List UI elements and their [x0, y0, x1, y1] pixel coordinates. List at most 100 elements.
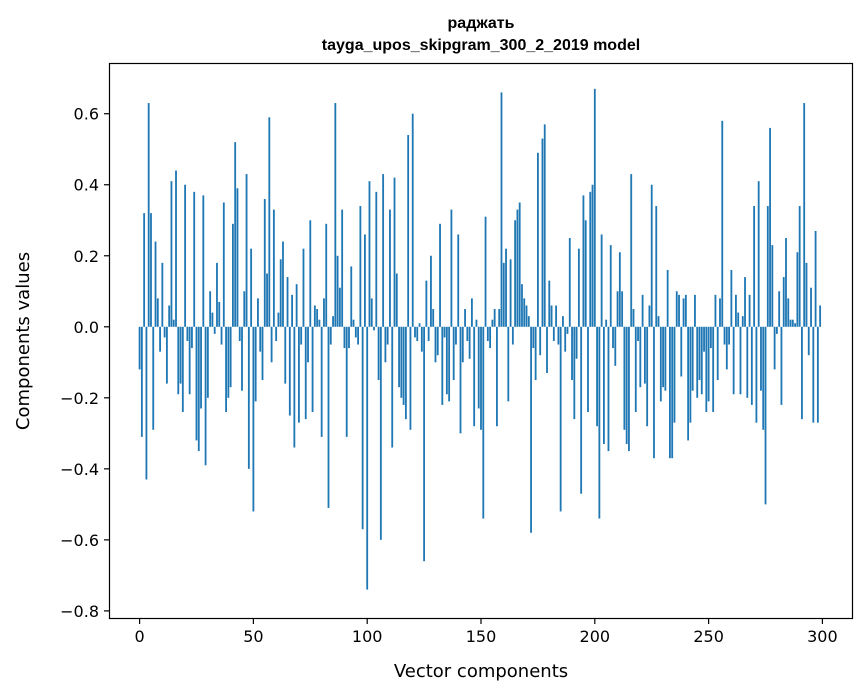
bar-191 [573, 326, 576, 420]
bar-255 [719, 298, 721, 327]
bar-266 [744, 277, 746, 327]
bar-128 [430, 255, 432, 327]
bar-26 [197, 326, 200, 452]
bar-204 [603, 326, 605, 444]
bar-25 [195, 326, 198, 441]
bar-268 [748, 294, 751, 327]
x-axis-ticks: 0 50 100 150 200 250 300 [134, 618, 838, 646]
bar-series [138, 88, 822, 590]
bar-62 [279, 259, 282, 327]
bar-115 [400, 326, 403, 398]
bar-259 [728, 326, 730, 345]
bar-176 [539, 326, 542, 356]
bar-278 [771, 245, 774, 327]
bar-181 [550, 305, 553, 327]
bar-185 [559, 326, 562, 512]
bar-8 [156, 298, 159, 327]
bar-78 [316, 309, 319, 327]
bar-15 [172, 319, 175, 327]
bar-132 [439, 223, 441, 327]
bar-208 [612, 326, 614, 349]
bar-102 [370, 298, 373, 327]
bar-170 [525, 305, 528, 327]
bar-113 [395, 273, 398, 327]
bar-84 [329, 326, 332, 345]
bar-109 [386, 326, 389, 345]
bar-262 [735, 294, 737, 327]
bar-244 [694, 294, 696, 327]
bar-120 [411, 113, 414, 327]
bar-240 [684, 294, 687, 327]
bar-99 [364, 234, 366, 327]
bar-18 [179, 326, 182, 384]
bar-56 [266, 273, 268, 327]
bar-117 [404, 326, 407, 420]
bar-215 [628, 326, 630, 452]
bar-140 [457, 234, 460, 327]
bar-234 [671, 326, 674, 459]
bar-4 [147, 103, 150, 327]
bar-126 [425, 280, 428, 327]
bar-292 [803, 103, 806, 327]
bar-270 [753, 206, 756, 327]
bar-200 [593, 88, 596, 327]
bar-173 [532, 326, 535, 349]
bar-36 [220, 326, 223, 345]
bar-124 [420, 326, 423, 352]
bar-72 [302, 248, 305, 327]
x-tick-label: 200 [580, 627, 611, 646]
bar-272 [757, 181, 760, 327]
bar-114 [398, 326, 400, 388]
bar-3 [145, 326, 148, 480]
bar-224 [648, 305, 651, 327]
bar-65 [286, 277, 289, 327]
bar-166 [516, 209, 519, 327]
x-tick-label: 50 [243, 627, 263, 646]
bar-156 [493, 309, 496, 327]
bar-139 [455, 326, 457, 345]
bar-274 [762, 326, 765, 430]
bar-250 [707, 326, 710, 402]
bar-205 [605, 319, 608, 327]
bar-147 [473, 326, 476, 427]
bar-218 [634, 326, 637, 413]
bar-0 [138, 326, 141, 370]
bar-34 [216, 262, 218, 327]
bar-136 [448, 326, 451, 402]
bar-223 [646, 326, 649, 427]
bar-80 [320, 326, 323, 437]
bar-183 [555, 305, 558, 327]
bar-50 [252, 326, 255, 512]
x-tick-label: 300 [807, 627, 838, 646]
bar-52 [257, 298, 259, 327]
bar-111 [391, 326, 394, 448]
bar-269 [750, 326, 753, 405]
bar-251 [709, 326, 712, 349]
bar-59 [272, 209, 275, 327]
bar-233 [669, 326, 671, 459]
bar-184 [557, 326, 560, 345]
bar-20 [184, 184, 187, 327]
bar-179 [546, 326, 548, 373]
bar-53 [259, 326, 262, 352]
bar-247 [700, 326, 703, 395]
bar-112 [393, 177, 396, 327]
bar-282 [780, 326, 783, 405]
bar-105 [377, 326, 380, 381]
bar-68 [293, 326, 296, 448]
bar-73 [304, 326, 307, 420]
bar-17 [177, 326, 180, 395]
bar-249 [705, 326, 708, 413]
bar-146 [470, 298, 473, 327]
bar-261 [732, 326, 735, 395]
bar-22 [188, 326, 191, 395]
bar-143 [464, 309, 466, 327]
bar-45 [241, 326, 243, 391]
bar-276 [766, 206, 769, 327]
x-axis-label: Vector components [394, 661, 568, 682]
bar-258 [725, 326, 728, 370]
bar-187 [564, 326, 567, 352]
bar-16 [175, 170, 177, 327]
